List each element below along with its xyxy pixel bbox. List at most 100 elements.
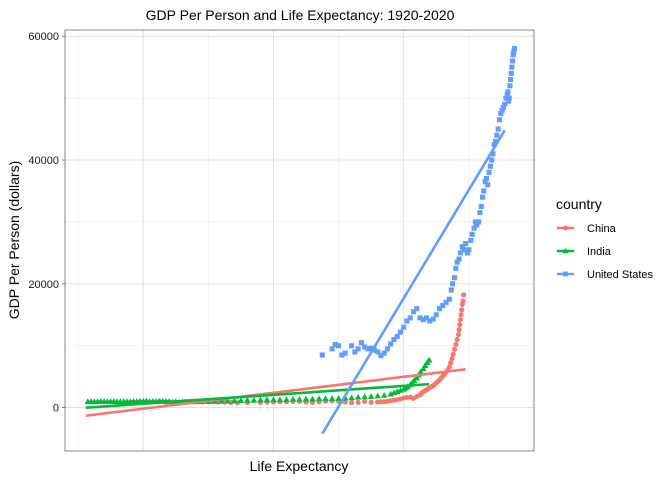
point-china [461,292,467,298]
point-united-states [479,194,486,200]
point-united-states [381,350,387,356]
point-united-states [394,333,400,340]
point-united-states [468,237,474,244]
point-united-states [454,259,460,265]
y-tick-label: 40000 [28,155,59,167]
trend-line-india [85,382,430,409]
y-tick-label: 60000 [28,31,59,43]
point-india [322,395,329,402]
point-india [244,396,251,403]
point-united-states [469,231,475,237]
x-axis-title: Life Expectancy [250,458,349,474]
point-united-states [456,256,462,262]
point-india [361,393,368,400]
point-united-states [471,225,477,231]
point-united-states [508,70,514,76]
point-united-states [478,203,484,209]
point-united-states [509,64,515,70]
point-india [417,368,424,375]
grid [65,30,534,451]
point-united-states [352,349,358,355]
point-united-states [507,83,513,89]
legend: country China India United States [556,196,654,281]
legend-item-india: India [557,246,612,258]
point-united-states [378,353,384,359]
point-india [270,396,277,403]
point-united-states [504,92,510,98]
legend-label: United States [587,269,654,281]
point-united-states [472,219,478,225]
point-india [413,374,421,381]
point-united-states [503,95,509,101]
point-united-states [407,315,413,321]
y-axis-title: GDP Per Person (dollars) [6,161,22,319]
point-india [348,394,355,401]
point-china [457,317,463,323]
point-china [450,351,456,357]
point-united-states [509,58,516,64]
point-india [309,395,316,402]
point-united-states [459,244,465,250]
point-india [335,395,342,401]
point-india [367,393,375,399]
point-china [448,360,454,366]
point-united-states [427,318,433,324]
point-china [368,399,374,405]
point-united-states [451,275,458,281]
point-china [342,399,348,405]
point-china [460,298,466,304]
point-united-states [436,306,443,312]
point-united-states [342,350,348,356]
point-india [224,397,232,404]
point-united-states [461,247,467,253]
point-india [421,362,429,369]
trend-lines [85,129,506,435]
point-united-states [491,141,497,148]
point-united-states [417,315,423,321]
point-united-states [510,52,516,58]
point-united-states [365,346,371,352]
point-united-states [483,176,489,182]
point-india [257,396,264,403]
point-united-states [371,347,377,353]
point-china [349,400,355,406]
point-india [237,397,245,404]
point-united-states [414,306,420,312]
point-united-states [465,250,471,256]
point-united-states [466,247,472,253]
point-united-states [485,182,491,188]
point-china [453,341,459,348]
point-united-states [506,98,512,104]
point-united-states [500,104,506,110]
panel-border [64,29,535,452]
point-china [457,322,463,328]
point-united-states [410,309,417,315]
legend-key-marker [563,271,568,277]
point-united-states [511,46,518,52]
point-united-states [511,49,517,55]
point-india [296,396,303,402]
point-india [374,392,381,399]
point-united-states [443,299,449,305]
point-china [355,399,361,405]
point-united-states [502,101,508,107]
point-united-states [496,117,503,123]
point-united-states [440,302,446,309]
point-united-states [498,111,504,117]
legend-key-marker [563,225,568,231]
point-united-states [482,179,488,185]
point-united-states [368,345,374,351]
point-united-states [430,316,436,322]
point-united-states [339,352,345,358]
point-united-states [463,241,469,247]
point-united-states [397,329,404,335]
point-united-states [446,296,452,302]
point-united-states [505,89,511,95]
legend-title: country [556,196,602,212]
chart-title: GDP Per Person and Life Expectancy: 1920… [146,7,455,23]
point-india [315,395,323,402]
legend-item-united-states: United States [557,269,654,281]
point-united-states [489,157,495,163]
point-united-states [388,341,394,347]
